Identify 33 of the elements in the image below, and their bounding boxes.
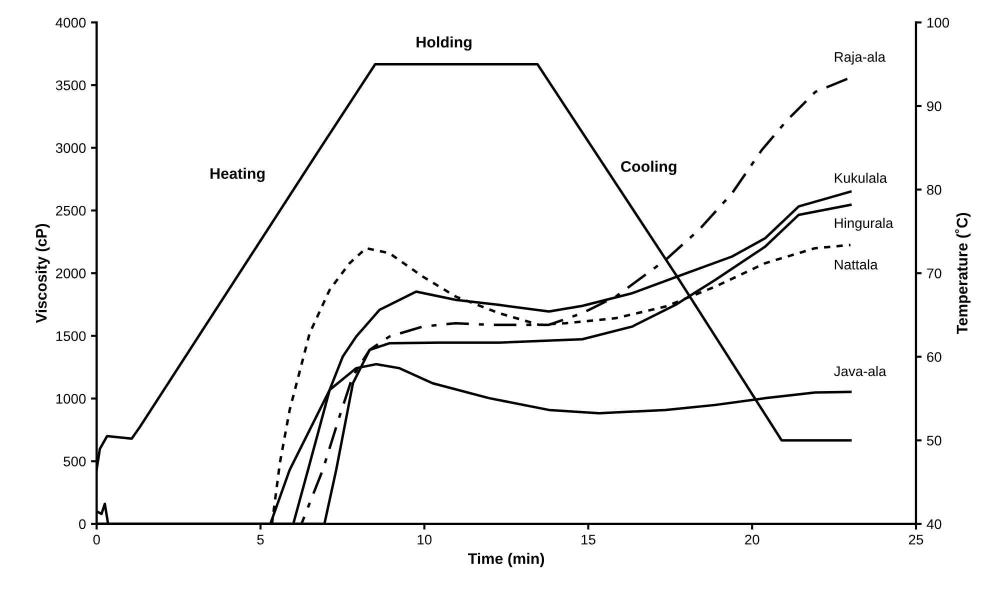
y-axis-title: Viscosity (cP): [36, 224, 50, 324]
y-tick-label: 1500: [56, 331, 86, 342]
y2-tick-label: 40: [926, 519, 942, 530]
annotation: Cooling: [621, 160, 676, 176]
y-tick-label: 500: [64, 456, 86, 466]
series-label: Nattala: [834, 259, 878, 270]
x-axis-title: Time (min): [468, 552, 544, 568]
series-label: Kukulala: [834, 172, 888, 183]
y-tick-label: 1000: [56, 394, 86, 404]
y-tick-label: 0: [79, 519, 86, 530]
annotation: Heating: [210, 168, 265, 182]
y-tick-label: 3000: [56, 143, 86, 153]
annotation: Holding: [416, 36, 472, 51]
y-tick-label: 3500: [56, 80, 86, 90]
x-tick-label: 0: [93, 534, 100, 545]
y2-tick-label: 60: [927, 352, 942, 362]
x-tick-label: 25: [908, 534, 924, 545]
y2-axis-title: Temperature (˚C): [955, 212, 971, 334]
series-label: Hingurala: [834, 218, 894, 231]
series-label: Raja-ala: [834, 52, 886, 65]
y2-tick-label: 50: [926, 436, 942, 446]
y2-tick-label: 90: [927, 101, 942, 112]
y-tick-label: 2000: [56, 268, 86, 278]
x-tick-label: 15: [582, 534, 596, 545]
x-tick-label: 10: [418, 534, 432, 545]
y2-tick-label: 100: [927, 18, 950, 28]
series-label: Java-ala: [834, 366, 886, 376]
x-tick-label: 20: [745, 534, 760, 545]
y-tick-label: 4000: [56, 18, 86, 28]
y2-tick-label: 70: [927, 268, 942, 278]
x-tick-label: 5: [257, 534, 264, 545]
y-tick-label: 2500: [56, 206, 86, 216]
y2-tick-label: 80: [927, 184, 942, 195]
